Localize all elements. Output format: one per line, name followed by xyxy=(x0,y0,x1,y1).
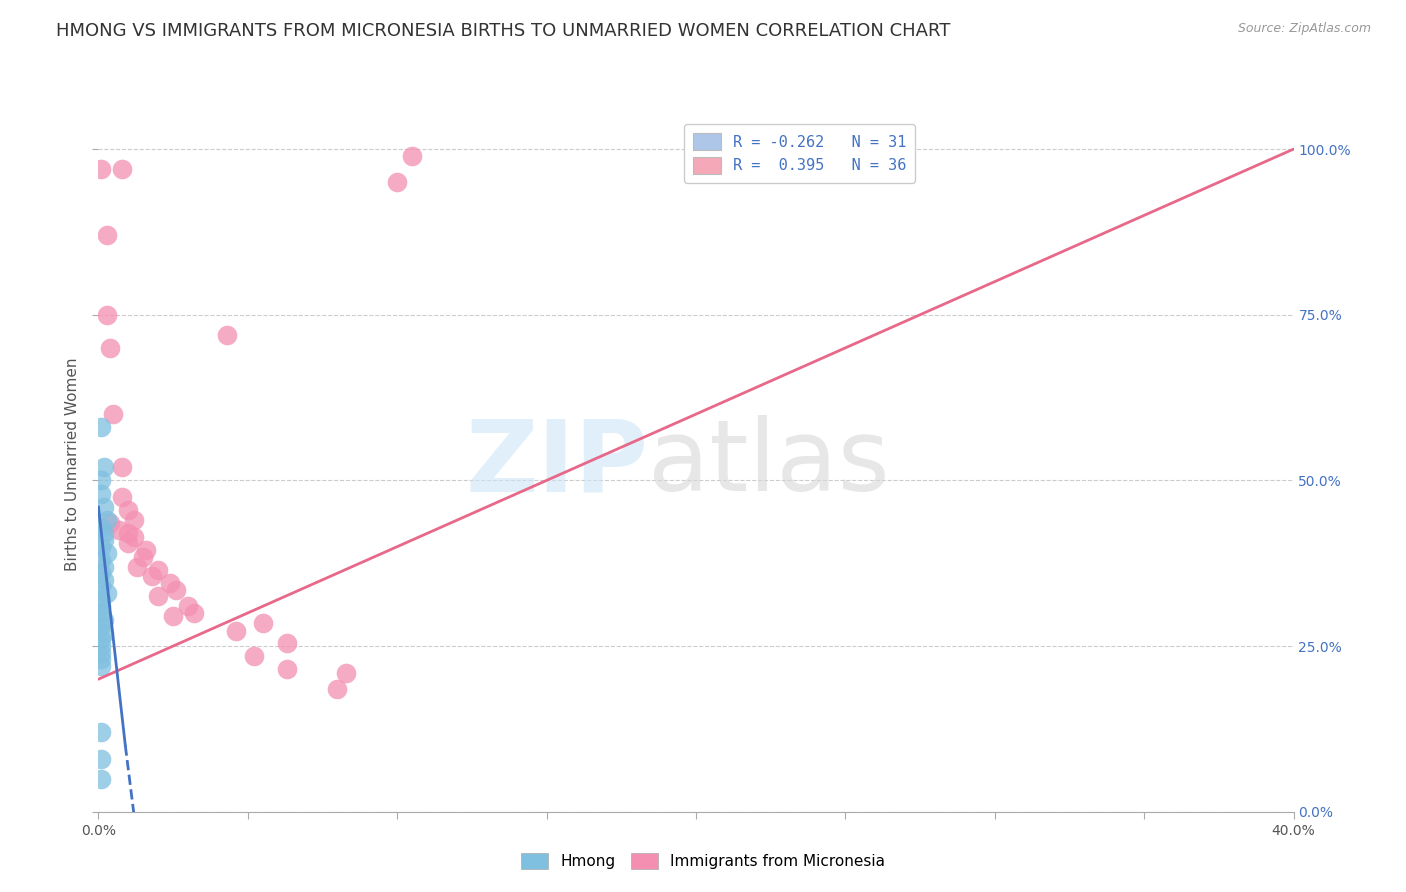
Point xyxy=(111,490,134,504)
Point xyxy=(335,665,357,680)
Point xyxy=(108,523,131,537)
Point xyxy=(111,460,134,475)
Point xyxy=(385,175,409,189)
Point xyxy=(148,590,170,604)
Point xyxy=(326,682,349,697)
Point xyxy=(159,576,181,591)
Point xyxy=(90,540,112,554)
Point xyxy=(90,474,112,488)
Point xyxy=(401,149,423,163)
Point xyxy=(117,526,139,541)
Point xyxy=(93,613,115,627)
Point xyxy=(90,520,112,534)
Text: HMONG VS IMMIGRANTS FROM MICRONESIA BIRTHS TO UNMARRIED WOMEN CORRELATION CHART: HMONG VS IMMIGRANTS FROM MICRONESIA BIRT… xyxy=(56,22,950,40)
Point xyxy=(276,636,298,650)
Point xyxy=(90,606,112,620)
Point xyxy=(162,609,184,624)
Point xyxy=(96,228,118,243)
Point xyxy=(135,543,157,558)
Point xyxy=(96,586,118,600)
Point xyxy=(90,566,112,581)
Point xyxy=(177,599,200,614)
Point xyxy=(252,615,274,630)
Point xyxy=(90,619,112,633)
Point xyxy=(90,659,112,673)
Point xyxy=(90,632,112,647)
Point xyxy=(124,530,146,544)
Point xyxy=(215,327,238,342)
Point xyxy=(127,559,149,574)
Point xyxy=(90,725,112,739)
Point xyxy=(96,546,118,560)
Point xyxy=(276,662,298,676)
Point xyxy=(90,592,112,607)
Point xyxy=(90,772,112,786)
Point xyxy=(93,573,115,587)
Point xyxy=(96,513,118,527)
Point xyxy=(117,536,139,550)
Point xyxy=(90,420,112,434)
Point xyxy=(93,625,115,640)
Y-axis label: Births to Unmarried Women: Births to Unmarried Women xyxy=(65,357,80,571)
Point xyxy=(111,161,134,176)
Point xyxy=(96,308,118,322)
Point xyxy=(93,526,115,541)
Point xyxy=(243,648,266,663)
Point xyxy=(90,579,112,593)
Legend: Hmong, Immigrants from Micronesia: Hmong, Immigrants from Micronesia xyxy=(515,847,891,875)
Legend: R = -0.262   N = 31, R =  0.395   N = 36: R = -0.262 N = 31, R = 0.395 N = 36 xyxy=(683,124,915,184)
Point xyxy=(90,161,112,176)
Point xyxy=(103,407,125,421)
Point xyxy=(90,553,112,567)
Text: ZIP: ZIP xyxy=(465,416,648,512)
Point xyxy=(100,341,122,355)
Point xyxy=(93,533,115,547)
Point xyxy=(90,646,112,660)
Point xyxy=(90,639,112,653)
Point xyxy=(90,752,112,766)
Point xyxy=(93,559,115,574)
Point xyxy=(90,599,112,614)
Point xyxy=(225,624,247,639)
Point xyxy=(90,486,112,500)
Text: Source: ZipAtlas.com: Source: ZipAtlas.com xyxy=(1237,22,1371,36)
Point xyxy=(90,652,112,666)
Point xyxy=(117,503,139,517)
Text: atlas: atlas xyxy=(648,416,890,512)
Point xyxy=(132,549,155,564)
Point xyxy=(183,606,205,620)
Point xyxy=(165,582,187,597)
Point xyxy=(100,516,122,531)
Point xyxy=(93,460,115,475)
Point xyxy=(141,569,163,583)
Point xyxy=(148,563,170,577)
Point xyxy=(124,513,146,527)
Point xyxy=(93,500,115,514)
